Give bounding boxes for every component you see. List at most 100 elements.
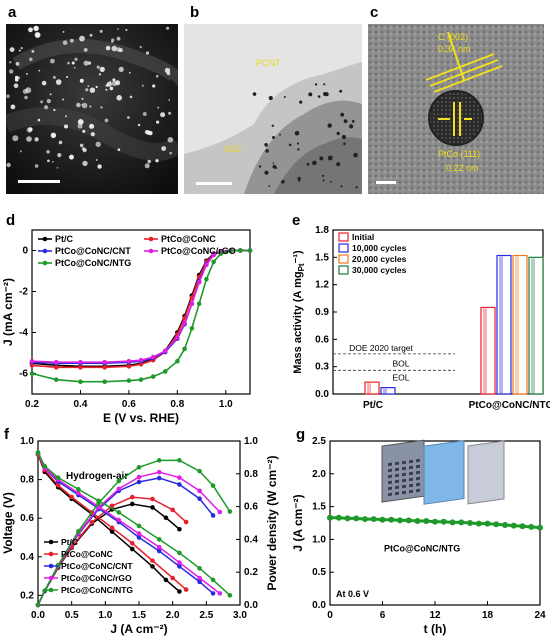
nanoparticle: [15, 62, 20, 66]
c002-spacing: 0.34 nm: [438, 44, 471, 54]
nanoparticle: [296, 142, 300, 145]
legend-marker: [48, 587, 54, 593]
nanoparticle: [89, 123, 95, 129]
nanoparticle: [49, 93, 52, 96]
power-line: [37, 459, 231, 606]
legend-label: PtCo@CoNC/NTG: [61, 585, 133, 595]
power-point: [136, 464, 142, 470]
bar: [496, 254, 512, 395]
ptco-nanoparticle: [428, 90, 484, 146]
data-point: [414, 518, 421, 525]
x-tick-label: 18: [482, 610, 494, 621]
flow-channel: [402, 478, 406, 483]
voltage-point: [197, 566, 202, 571]
bar: [364, 381, 380, 395]
nanoparticle: [323, 83, 326, 86]
nanoparticle: [128, 71, 131, 74]
panel-label-e: e: [292, 212, 301, 229]
nanoparticle: [28, 27, 33, 33]
nanoparticle: [343, 119, 348, 124]
reference-label: EOL: [392, 372, 409, 382]
pcnt-label: PCNT: [256, 58, 281, 68]
data-point: [162, 369, 168, 374]
flow-channel: [388, 468, 392, 473]
scale-bar-b: [196, 182, 232, 185]
bar-shade: [367, 383, 371, 394]
data-point: [175, 358, 180, 364]
nanoparticle: [349, 124, 354, 129]
power-point: [227, 509, 233, 514]
nanoparticle: [336, 131, 340, 136]
y-tick-label: 0.3: [315, 362, 329, 373]
nanoparticle: [169, 151, 172, 155]
nanoparticle: [264, 170, 269, 175]
voltage-point: [156, 548, 162, 554]
data-point: [528, 523, 535, 530]
reference-label: BOL: [392, 358, 409, 368]
data-point: [126, 364, 132, 369]
data-point: [78, 379, 83, 384]
nanoparticle: [89, 105, 92, 108]
nanoparticle: [38, 69, 41, 72]
data-point: [78, 365, 83, 370]
reference-label: DOE 2020 target: [349, 343, 413, 353]
nanoparticle: [76, 102, 81, 108]
nanoparticle: [298, 179, 301, 182]
nanoparticle: [70, 38, 74, 43]
flow-channel: [395, 491, 399, 496]
nanoparticle: [294, 131, 300, 136]
y-tick-label: 1.5: [312, 502, 326, 513]
data-point: [162, 348, 168, 354]
nanoparticle: [116, 36, 121, 41]
nanoparticle: [79, 35, 85, 42]
x-tick-label: 1.0: [219, 399, 233, 410]
nanoparticle: [81, 97, 84, 100]
nanoparticle: [269, 97, 272, 100]
voltage-point: [109, 525, 115, 531]
nanoparticle: [90, 132, 95, 137]
scale-bar-a: [18, 180, 60, 183]
nanoparticle: [264, 143, 268, 147]
nanoparticle: [82, 160, 88, 167]
nanoparticle: [330, 155, 333, 158]
nanoparticle: [168, 99, 171, 101]
nanoparticle: [152, 84, 156, 88]
ptco111-spacing: 0.22 nm: [446, 163, 479, 173]
nanoparticle: [125, 28, 128, 32]
flow-channel: [409, 471, 413, 476]
nanoparticle: [53, 108, 56, 112]
nanoparticle: [77, 123, 83, 129]
voltage-line: [37, 454, 180, 593]
bar: [480, 306, 496, 395]
stem-micrograph: [6, 24, 178, 194]
voltage-point: [129, 540, 135, 546]
nanoparticle: [87, 85, 90, 87]
y-axis-label-end: ⁻¹): [292, 250, 304, 263]
nanoparticle: [155, 159, 159, 163]
data-point: [204, 276, 209, 282]
x-category-label: Pt/C: [363, 400, 383, 411]
nanoparticle: [144, 163, 150, 169]
nanoparticle: [112, 78, 116, 82]
nanoparticle: [33, 25, 39, 32]
nanoparticle: [22, 89, 28, 94]
voltage-point: [76, 490, 81, 496]
voltage-point: [35, 450, 41, 455]
nanoparticle: [116, 95, 122, 101]
nanoparticle: [14, 77, 19, 82]
data-point: [196, 301, 202, 307]
nanoparticle: [109, 86, 114, 91]
flow-channel: [402, 490, 406, 495]
voltage-line: [37, 452, 231, 596]
nanoparticle: [127, 116, 130, 119]
flow-channel: [416, 488, 420, 493]
nanoparticle: [341, 134, 346, 140]
power-point: [156, 469, 162, 475]
y-tick-label: 0.0: [312, 600, 326, 611]
data-point: [53, 359, 59, 365]
flow-channel: [395, 479, 399, 484]
nanoparticle: [20, 47, 23, 50]
power-point: [150, 505, 155, 510]
nanoparticle: [139, 45, 142, 49]
nanoparticle: [168, 111, 172, 115]
